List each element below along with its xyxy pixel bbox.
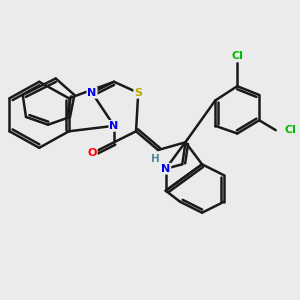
Text: S: S xyxy=(134,88,142,98)
Text: Cl: Cl xyxy=(285,125,296,135)
Text: N: N xyxy=(110,121,118,131)
Text: N: N xyxy=(87,88,97,98)
Text: O: O xyxy=(87,148,97,158)
Text: N: N xyxy=(161,164,170,174)
Text: H: H xyxy=(152,154,160,164)
Text: Cl: Cl xyxy=(231,52,243,61)
